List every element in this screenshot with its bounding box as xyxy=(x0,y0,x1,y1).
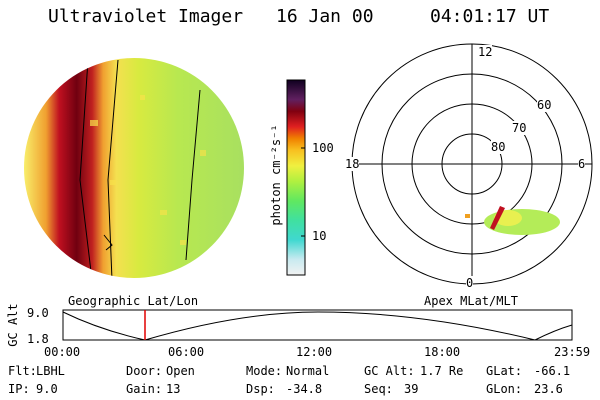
ip-value: 9.0 xyxy=(36,382,58,396)
colorbar-unit-label: photon cm⁻²s⁻¹ xyxy=(269,124,283,226)
door-label: Door: xyxy=(126,364,163,378)
geographic-disk-image xyxy=(24,58,244,278)
lon-lines xyxy=(79,59,201,278)
gc-alt-label: GC Alt: xyxy=(364,364,415,378)
glon-value: 23.6 xyxy=(534,382,563,396)
altitude-xtick-4: 23:59 xyxy=(554,345,591,359)
date-label: 16 Jan 00 xyxy=(276,6,374,27)
dsp-label: Dsp: xyxy=(246,382,275,396)
altitude-plot xyxy=(62,309,573,341)
mlt-label-18: 18 xyxy=(345,157,360,171)
instrument-title: Ultraviolet Imager xyxy=(48,6,244,27)
filter-value: LBHL xyxy=(36,364,65,378)
ip-label: IP: xyxy=(8,382,30,396)
altitude-xtick-1: 06:00 xyxy=(168,345,205,359)
colorbar-tick-100: 100 xyxy=(312,141,334,155)
dsp-value: -34.8 xyxy=(286,382,323,396)
colorbar-tick-10: 10 xyxy=(312,229,327,243)
altitude-xtick-0: 00:00 xyxy=(44,345,81,359)
polar-plot xyxy=(351,43,593,285)
altitude-axis-label: GC Alt xyxy=(6,303,20,347)
mlt-label-0: 0 xyxy=(466,276,474,290)
gc-alt-value: 1.7 Re xyxy=(420,364,464,378)
glat-value: -66.1 xyxy=(534,364,571,378)
mode-label: Mode: xyxy=(246,364,283,378)
time-label: 04:01:17 UT xyxy=(430,6,550,27)
filter-label: Flt: xyxy=(8,364,37,378)
gain-label: Gain: xyxy=(126,382,163,396)
gain-value: 13 xyxy=(166,382,181,396)
color-bar xyxy=(286,79,306,276)
lat-label-80: 80 xyxy=(491,140,506,154)
altitude-ytick-max: 9.0 xyxy=(27,306,49,320)
auroral-oval xyxy=(465,206,560,235)
lat-label-60: 60 xyxy=(537,98,552,112)
glat-label: GLat: xyxy=(486,364,523,378)
geographic-panel-label: Geographic Lat/Lon xyxy=(68,294,199,308)
mlt-label-6: 6 xyxy=(578,157,586,171)
lat-label-70: 70 xyxy=(512,121,527,135)
mlt-label-12: 12 xyxy=(478,45,493,59)
altitude-ytick-min: 1.8 xyxy=(27,332,49,346)
altitude-xtick-2: 12:00 xyxy=(296,345,333,359)
seq-value: 39 xyxy=(404,382,419,396)
seq-label: Seq: xyxy=(364,382,393,396)
door-value: Open xyxy=(166,364,195,378)
altitude-xtick-3: 18:00 xyxy=(424,345,461,359)
mode-value: Normal xyxy=(286,364,330,378)
glon-label: GLon: xyxy=(486,382,523,396)
apex-panel-label: Apex MLat/MLT xyxy=(424,294,518,308)
